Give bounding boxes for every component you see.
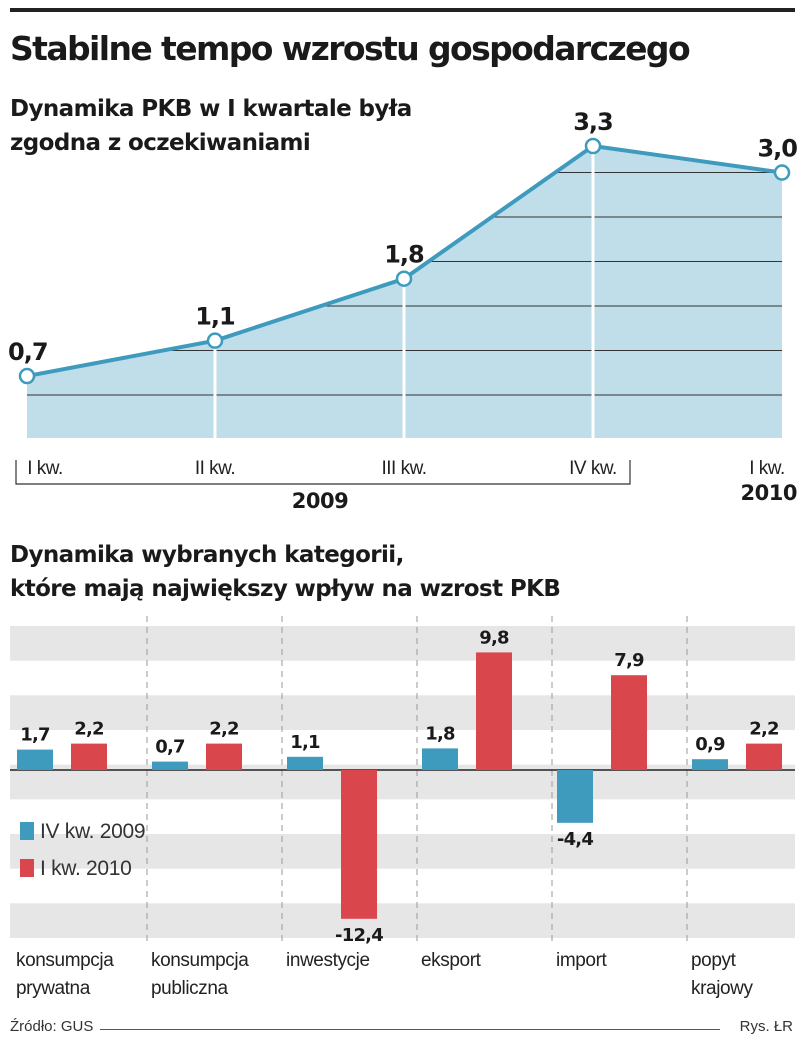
gdp-tick-label: III kw. [381, 458, 426, 479]
legend-label: I kw. 2010 [40, 857, 132, 880]
bar-category-label: krajowy [691, 978, 754, 999]
headline: Stabilne tempo wzrostu gospodarczego [10, 29, 691, 68]
bar-category-label: inwestycje [286, 950, 370, 971]
bar-category-label: popyt [691, 950, 737, 971]
gdp-chart-title-line-2: zgodna z oczekiwaniami [10, 130, 311, 156]
bar-background-band [10, 695, 795, 730]
bar-background-band [10, 903, 795, 938]
bar-category-label: prywatna [16, 978, 91, 999]
bar-value-label: 2,2 [749, 719, 779, 740]
bar [692, 759, 728, 770]
bar-value-label: 0,9 [695, 734, 725, 755]
gdp-tick-label: I kw. [749, 458, 785, 479]
bar-category-label: konsumpcja [16, 950, 114, 971]
gdp-value-label: 3,3 [573, 108, 613, 136]
bar-value-label: -12,4 [335, 925, 383, 946]
bar [557, 770, 593, 823]
footer-rule [100, 1029, 720, 1030]
gdp-point [206, 332, 224, 349]
gdp-chart-title-line-1: Dynamika PKB w I kwartale była [10, 96, 412, 122]
bar [476, 652, 512, 770]
gdp-year-label: 2010 [741, 481, 797, 505]
bar-value-label: -4,4 [557, 829, 593, 850]
categories-chart-title: Dynamika wybranych kategorii, które mają… [10, 538, 790, 606]
bar [422, 748, 458, 770]
categories-chart-title-line-2: które mają największy wpływ na wzrost PK… [10, 576, 561, 602]
bar [746, 743, 782, 770]
bar-background-band [10, 626, 795, 661]
gdp-tick-label: IV kw. [569, 458, 617, 479]
gdp-year-bracket [15, 460, 631, 485]
gdp-point [395, 270, 413, 287]
bar [341, 770, 377, 919]
gdp-area-chart: 0,7 1,1 1,8 3,3 3,0 I kw. II kw. III kw. IV kw. I… [8, 108, 798, 513]
bar-value-label: 2,2 [74, 719, 104, 740]
bar [71, 743, 107, 770]
gdp-year-label: 2009 [292, 489, 348, 513]
bar [152, 761, 188, 770]
bar [287, 756, 323, 770]
legend-swatch [20, 822, 34, 840]
gdp-value-label: 1,1 [195, 303, 235, 331]
bar-value-label: 7,9 [614, 650, 644, 671]
categories-bar-chart: 1,7 2,2 konsumpcja prywatna 0,7 2,2 konsumpcja… [10, 616, 795, 999]
source-note: Źródło: GUS [10, 1018, 94, 1035]
bar-category-label: import [556, 950, 608, 971]
bar-value-label: 1,1 [290, 732, 320, 753]
bar-value-label: 0,7 [155, 737, 185, 758]
bar-category-label: publiczna [151, 978, 229, 999]
gdp-point [773, 164, 791, 181]
bar-category-label: eksport [421, 950, 482, 971]
bar-value-label: 1,7 [20, 725, 50, 746]
gdp-tick-label: II kw. [195, 458, 235, 479]
gdp-value-label: 0,7 [8, 338, 48, 366]
bar [611, 675, 647, 770]
gdp-chart-title: Dynamika PKB w I kwartale była zgodna z … [10, 92, 570, 160]
gdp-point [584, 137, 602, 155]
legend-swatch [20, 859, 34, 877]
bar-category-label: konsumpcja [151, 950, 249, 971]
gdp-value-label: 3,0 [757, 135, 797, 163]
bar-value-label: 9,8 [479, 627, 509, 648]
gdp-value-label: 1,8 [384, 241, 424, 269]
bar [206, 743, 242, 770]
gdp-point [18, 367, 36, 385]
categories-chart-title-line-1: Dynamika wybranych kategorii, [10, 542, 404, 568]
credit-note: Rys. ŁR [739, 1018, 793, 1035]
legend-label: IV kw. 2009 [40, 820, 145, 843]
bar [17, 749, 53, 770]
bar-value-label: 2,2 [209, 719, 239, 740]
top-rule [10, 8, 795, 12]
bar-value-label: 1,8 [425, 723, 455, 744]
gdp-tick-label: I kw. [27, 458, 63, 479]
bar-background-band [10, 834, 795, 869]
